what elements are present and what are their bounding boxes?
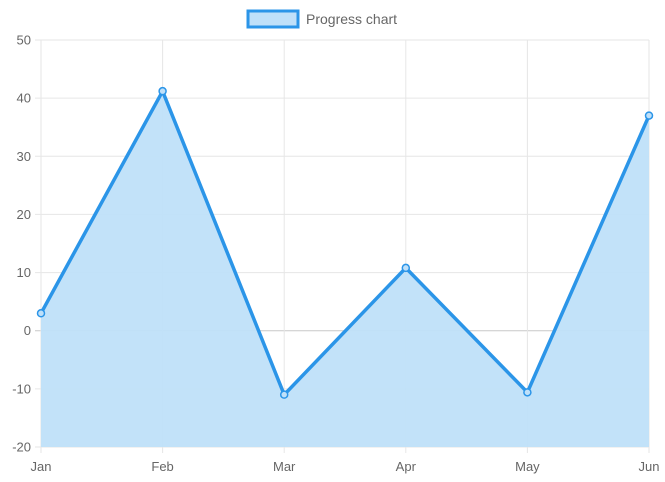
y-tick-label: 10 [17, 265, 31, 280]
x-tick-label: Jun [639, 459, 660, 474]
y-tick-label: 40 [17, 91, 31, 106]
x-tick-label: Feb [151, 459, 173, 474]
x-tick-label: Jan [31, 459, 52, 474]
y-tick-label: -20 [12, 440, 31, 455]
y-tick-label: 0 [24, 323, 31, 338]
y-axis-ticks: -20 -10 0 10 20 30 40 50 [12, 33, 31, 455]
legend[interactable]: Progress chart [246, 9, 397, 29]
series-line-layer [39, 87, 651, 398]
data-point[interactable] [36, 309, 46, 318]
data-point[interactable] [401, 263, 411, 273]
data-point[interactable] [158, 86, 167, 96]
series-area-fill [41, 91, 649, 447]
data-points-layer [36, 86, 654, 399]
x-axis-ticks: Jan Feb Mar Apr May Jun [31, 459, 660, 474]
legend-label[interactable]: Progress chart [306, 11, 397, 27]
y-tick-label: 20 [17, 207, 31, 222]
x-tick-label: Apr [396, 459, 417, 474]
area-fill-layer [41, 91, 649, 447]
legend-swatch[interactable] [246, 9, 300, 29]
x-tick-label: Mar [273, 459, 296, 474]
y-tick-label: 30 [17, 149, 31, 164]
data-point[interactable] [279, 390, 289, 399]
y-tick-label: -10 [12, 381, 31, 396]
series-line [39, 87, 651, 398]
x-tick-label: May [515, 459, 540, 474]
data-point[interactable] [523, 388, 532, 397]
y-tick-label: 50 [17, 33, 31, 48]
data-point[interactable] [644, 111, 654, 120]
